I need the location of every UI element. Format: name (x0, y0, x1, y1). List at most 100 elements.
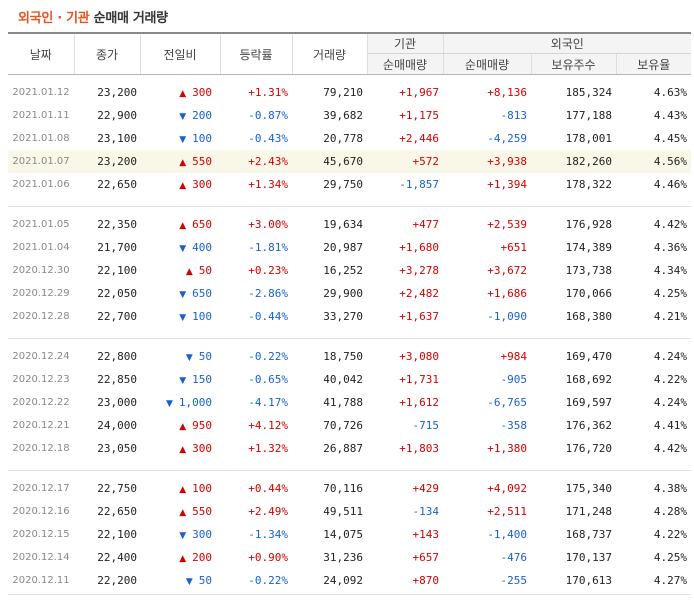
foreign-pct-cell: 4.36% (653, 241, 688, 254)
title-rest: 순매매 거래량 (93, 11, 168, 26)
up-arrow-icon: ▲ (179, 422, 187, 432)
close-cell: 22,850 (97, 373, 137, 386)
up-arrow-icon: ▲ (185, 267, 193, 277)
foreign-net-cell: -1,090 (487, 310, 527, 323)
foreign-hold-cell: 174,389 (565, 241, 612, 254)
header-close: 종가 (73, 33, 140, 75)
volume-cell: 49,511 (323, 505, 363, 518)
change-cell: ▲ 950 (140, 414, 220, 437)
down-arrow-icon: ▼ (179, 313, 187, 323)
inst-net-cell: +1,680 (399, 241, 439, 254)
close-cell: 22,650 (97, 505, 137, 518)
change-cell: ▼ 100 (140, 127, 220, 150)
foreign-pct-cell: 4.38% (653, 482, 688, 495)
change-value: 100 (192, 482, 212, 495)
change-cell: ▲ 550 (140, 500, 220, 523)
header-date: 날짜 (8, 33, 74, 75)
rate-cell: +1.34% (248, 178, 288, 191)
foreign-pct-cell: 4.22% (653, 528, 688, 541)
foreign-net-cell: +4,092 (487, 482, 527, 495)
date-cell: 2020.12.28 (12, 311, 70, 322)
table-row: 2020.12.21 24,000 ▲ 950 +4.12% 70,726 -715 -358… (8, 414, 691, 437)
up-arrow-icon: ▲ (179, 508, 187, 518)
down-arrow-icon: ▼ (185, 577, 193, 587)
group-divider (8, 460, 692, 471)
rate-cell: -1.34% (248, 528, 288, 541)
header-change: 전일비 (139, 33, 220, 75)
table-row: 2020.12.28 22,700 ▼ 100 -0.44% 33,270 +1,637 -1… (8, 305, 691, 328)
change-cell: ▼ 300 (140, 523, 220, 546)
inst-net-cell: +1,803 (399, 442, 439, 455)
table-row: 2021.01.06 22,650 ▲ 300 +1.34% 29,750 -1,857 +1… (8, 173, 691, 196)
up-arrow-icon: ▲ (179, 158, 187, 168)
close-cell: 22,800 (97, 350, 137, 363)
down-arrow-icon: ▼ (179, 244, 187, 254)
inst-net-cell: +572 (367, 150, 443, 173)
foreign-pct-cell: 4.46% (653, 178, 688, 191)
foreign-pct-cell: 4.45% (653, 132, 688, 145)
foreign-net-cell: +2,539 (487, 218, 527, 231)
header-foreign-net: 순매매량 (442, 53, 531, 75)
inst-net-cell: +477 (412, 218, 440, 231)
inst-net-cell: +429 (412, 482, 440, 495)
down-arrow-icon: ▼ (179, 112, 187, 122)
change-value: 950 (192, 419, 212, 432)
table-row: 2021.01.05 22,350 ▲ 650 +3.00% 19,634 +477 +2,5… (8, 213, 691, 236)
foreign-net-cell: +1,686 (487, 287, 527, 300)
title-institution: 기관 (66, 11, 90, 26)
close-cell: 23,200 (97, 86, 137, 99)
foreign-pct-cell: 4.34% (653, 264, 688, 277)
up-arrow-icon: ▲ (179, 445, 187, 455)
inst-net-cell: +657 (412, 551, 440, 564)
foreign-hold-cell: 169,470 (565, 350, 612, 363)
inst-net-cell: +143 (412, 528, 440, 541)
rate-cell: -0.65% (248, 373, 288, 386)
close-cell: 22,650 (97, 178, 137, 191)
rate-cell: +0.44% (248, 482, 288, 495)
change-cell: ▼ 200 (140, 104, 220, 127)
close-cell: 22,700 (97, 310, 137, 323)
foreign-pct-cell: 4.24% (653, 350, 688, 363)
foreign-net-cell: +984 (500, 350, 528, 363)
foreign-pct-cell: 4.21% (653, 310, 688, 323)
foreign-net-cell: +1,394 (487, 178, 527, 191)
foreign-hold-cell: 168,737 (565, 528, 612, 541)
change-value: 300 (192, 528, 212, 541)
volume-cell: 26,887 (323, 442, 363, 455)
change-cell: ▲ 100 (140, 477, 220, 500)
header-volume: 거래량 (291, 33, 367, 75)
foreign-hold-cell: 173,738 (565, 264, 612, 277)
foreign-pct-cell: 4.24% (653, 396, 688, 409)
header-rate: 등락률 (219, 33, 292, 75)
change-cell: ▼ 100 (140, 305, 220, 328)
date-cell: 2020.12.14 (12, 552, 70, 563)
inst-net-cell: +1,175 (399, 109, 439, 122)
close-cell: 22,750 (97, 482, 137, 495)
table-row: 2020.12.11 22,200 ▼ 50 -0.22% 24,092 +870 -255 1… (8, 569, 691, 592)
table-row: 2020.12.23 22,850 ▼ 150 -0.65% 40,042 +1,731 -9… (8, 368, 691, 391)
inst-net-cell: -1,857 (399, 178, 439, 191)
change-cell: ▲ 300 (140, 437, 220, 460)
change-cell: ▲ 300 (140, 173, 220, 196)
foreign-net-cell: -813 (500, 109, 528, 122)
inst-net-cell: +1,612 (399, 396, 439, 409)
header-foreign-pct: 보유율 (615, 53, 692, 75)
close-cell: 23,000 (97, 396, 137, 409)
volume-cell: 24,092 (323, 574, 363, 587)
close-cell: 23,050 (97, 442, 137, 455)
date-cell: 2021.01.12 (12, 87, 70, 98)
foreign-hold-cell: 175,340 (565, 482, 612, 495)
table-body: 2021.01.12 23,200 ▲ 300 +1.31% 79,210 +1,967 +8… (8, 75, 692, 595)
volume-cell: 79,210 (323, 86, 363, 99)
inst-net-cell: +3,278 (399, 264, 439, 277)
foreign-pct-cell: 4.42% (653, 442, 688, 455)
change-value: 50 (198, 264, 212, 277)
inst-net-cell: -134 (412, 505, 440, 518)
foreign-net-cell: -358 (500, 419, 528, 432)
change-value: 50 (198, 350, 212, 363)
group-divider (8, 592, 692, 595)
rate-cell: +0.23% (248, 264, 288, 277)
close-cell: 24,000 (97, 419, 137, 432)
foreign-hold-cell: 185,324 (565, 86, 612, 99)
volume-cell: 39,682 (323, 109, 363, 122)
